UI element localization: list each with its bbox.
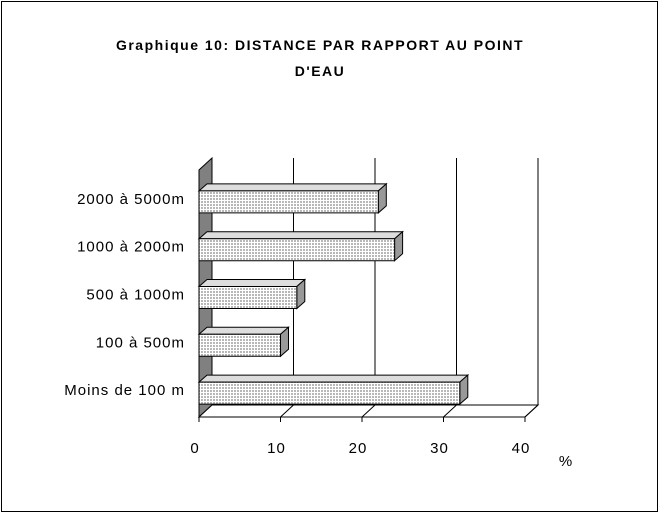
grid-line [361,404,376,418]
y-tick-label: 500 à 1000m [86,286,185,303]
bar [197,278,307,310]
bar [197,182,388,215]
grid-line [280,404,294,418]
x-tick-label: 0 [190,440,199,457]
grid-line [443,404,457,418]
bar-face [198,190,379,214]
y-tick-label: Moins de 100 m [64,382,185,399]
x-axis-label: % [559,453,573,470]
bar-face [198,286,298,309]
bar-face [198,333,281,357]
x-tick-label: 40 [512,440,531,457]
y-tick-label: 2000 à 5000m [77,191,185,208]
x-tick-label: 10 [267,440,286,457]
bar-face [197,326,290,335]
x-tick-label: 20 [349,440,368,457]
bar-face [197,231,404,240]
bar-face [197,279,307,287]
bar-face [197,374,470,383]
bar-face [197,183,388,192]
grid-line [524,404,539,418]
bar-face [198,238,396,262]
x-tick-label: 30 [430,440,449,457]
bar [197,230,404,262]
bar [197,373,470,406]
chart-title: Graphique 10: DISTANCE PAR RAPPORT AU PO… [115,37,525,79]
y-tick-label: 100 à 500m [96,334,185,351]
bar-face [198,381,461,405]
bar [197,326,290,358]
y-tick-label: 1000 à 2000m [77,239,185,256]
